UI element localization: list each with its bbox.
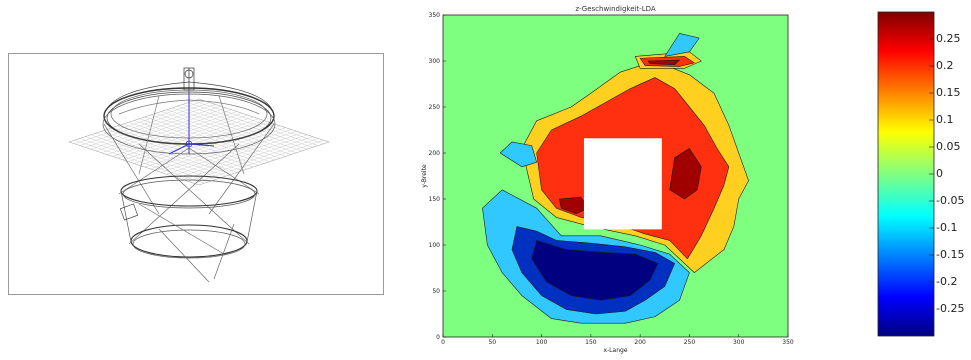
x-tick-label: 250 bbox=[684, 339, 696, 346]
colorbar-tick-label: -0.05 bbox=[936, 194, 965, 207]
chart-title: z-Geschwindigkeit-LDA bbox=[575, 5, 656, 13]
y-tick-label: 50 bbox=[432, 288, 440, 295]
y-tick-label: 250 bbox=[429, 104, 441, 111]
colorbar-tick-label: 0 bbox=[936, 167, 943, 180]
no-data-region bbox=[583, 138, 662, 230]
x-tick-label: 100 bbox=[536, 339, 548, 346]
colorbar-gradient bbox=[877, 11, 935, 337]
y-tick-label: 100 bbox=[429, 242, 441, 249]
wireframe-apparatus-icon bbox=[68, 67, 330, 283]
y-tick-label: 350 bbox=[429, 12, 441, 19]
colorbar-tick-label: 0.2 bbox=[936, 59, 954, 72]
x-axis-label: x-Lange bbox=[603, 347, 627, 354]
x-tick-label: 350 bbox=[782, 339, 794, 346]
contour-region-6 bbox=[647, 59, 680, 65]
plot-frame bbox=[442, 14, 789, 338]
contour-region-8 bbox=[664, 33, 700, 57]
x-tick-label: 150 bbox=[585, 339, 597, 346]
plot-area bbox=[443, 15, 788, 337]
x-tick-label: 0 bbox=[441, 339, 445, 346]
colorbar-tick-label: -0.2 bbox=[936, 275, 958, 288]
colorbar-tick-label: 0.1 bbox=[936, 113, 954, 126]
colorbar-bar bbox=[877, 11, 935, 337]
wireframe-figure bbox=[8, 53, 384, 295]
colorbar-tick-label: -0.1 bbox=[936, 221, 958, 234]
colorbar-tick-label: 0.15 bbox=[936, 86, 961, 99]
contour-region-11 bbox=[531, 240, 659, 301]
contour-chart: z-Geschwindigkeit-LDA 0 50 100 150 200 250 300… bbox=[418, 0, 818, 356]
colorbar-tick-label: 0.25 bbox=[936, 32, 961, 45]
contour-region-9 bbox=[499, 141, 537, 168]
x-tick-label: 200 bbox=[634, 339, 646, 346]
colorbar-tick-label: -0.25 bbox=[936, 302, 965, 315]
y-tick-label: 150 bbox=[429, 196, 441, 203]
x-tick-label: 300 bbox=[733, 339, 745, 346]
contour-plot: 0 50 100 150 200 250 300 350 0 50 100 150 200 250 300 3… bbox=[421, 12, 794, 354]
y-tick-label: 200 bbox=[429, 150, 441, 157]
x-tick-label: 50 bbox=[488, 339, 496, 346]
contour-region-4 bbox=[669, 148, 702, 200]
y-tick-label: 0 bbox=[436, 334, 440, 341]
y-axis-label: y-Breite bbox=[421, 164, 428, 188]
colorbar-tick-label: -0.15 bbox=[936, 248, 965, 261]
colorbar-tick-label: 0.05 bbox=[936, 140, 961, 153]
colorbar: 0.25 0.2 0.15 0.1 0.05 0 -0.05 -0.1 -0.15 -0.2 -0.… bbox=[870, 8, 971, 344]
y-tick-label: 300 bbox=[429, 58, 441, 65]
